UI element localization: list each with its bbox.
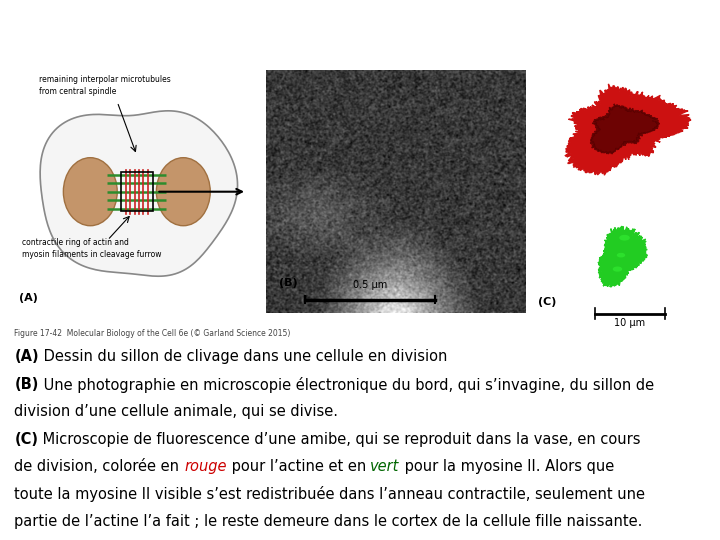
Ellipse shape — [619, 235, 630, 241]
Text: 0.5 μm: 0.5 μm — [353, 280, 387, 289]
Text: division d’une cellule animale, qui se divise.: division d’une cellule animale, qui se d… — [14, 404, 338, 419]
Text: de division, colorée en: de division, colorée en — [14, 459, 184, 474]
Text: pour la myosine II. Alors que: pour la myosine II. Alors que — [400, 459, 614, 474]
Text: (B): (B) — [14, 377, 39, 392]
Text: (A): (A) — [19, 293, 38, 303]
Text: Microscopie de fluorescence d’une amibe, qui se reproduit dans la vase, en cours: Microscopie de fluorescence d’une amibe,… — [38, 431, 641, 447]
Bar — [121, 172, 153, 211]
Text: Dessin du sillon de clivage dans une cellule en division: Dessin du sillon de clivage dans une cel… — [39, 349, 447, 364]
Text: (C): (C) — [538, 297, 557, 307]
Text: L'anneau contractile: L'anneau contractile — [215, 16, 505, 40]
Text: partie de l’actine l’a fait ; le reste demeure dans le cortex de la cellule fill: partie de l’actine l’a fait ; le reste d… — [14, 514, 643, 529]
Text: contractile ring of actin and: contractile ring of actin and — [22, 238, 129, 247]
Text: toute la myosine II visible s’est redistribuée dans l’anneau contractile, seulem: toute la myosine II visible s’est redist… — [14, 487, 645, 502]
Text: vert: vert — [370, 459, 400, 474]
Text: (C): (C) — [14, 431, 38, 447]
Text: Une photographie en microscopie électronique du bord, qui s’invagine, du sillon : Une photographie en microscopie électron… — [39, 377, 654, 393]
Text: rouge: rouge — [184, 459, 227, 474]
Text: from central spindle: from central spindle — [39, 87, 116, 97]
Polygon shape — [40, 111, 238, 276]
Text: myosin filaments in cleavage furrow: myosin filaments in cleavage furrow — [22, 251, 161, 259]
Polygon shape — [565, 84, 691, 175]
Text: Figure 17-42  Molecular Biology of the Cell 6e (© Garland Science 2015): Figure 17-42 Molecular Biology of the Ce… — [14, 329, 291, 338]
Text: remaining interpolar microtubules: remaining interpolar microtubules — [39, 76, 171, 84]
Text: (A): (A) — [14, 349, 39, 364]
Ellipse shape — [617, 253, 625, 258]
Text: (B): (B) — [279, 279, 298, 288]
Ellipse shape — [63, 158, 117, 226]
Ellipse shape — [156, 158, 210, 226]
Polygon shape — [598, 226, 647, 287]
Text: pour l’actine et en: pour l’actine et en — [227, 459, 370, 474]
Text: 10 μm: 10 μm — [614, 318, 645, 328]
Ellipse shape — [613, 266, 622, 272]
Polygon shape — [590, 104, 660, 154]
